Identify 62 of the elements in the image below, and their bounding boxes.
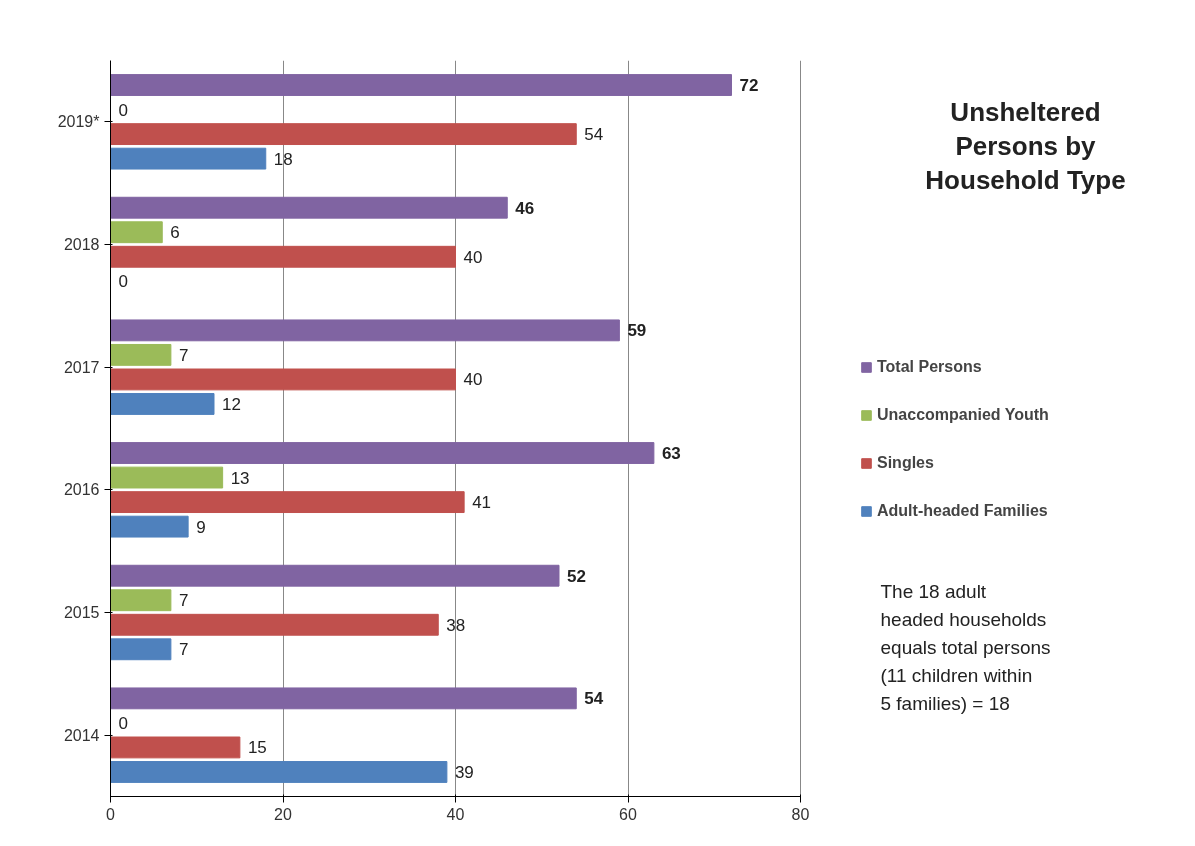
data-label: 0: [118, 713, 128, 733]
y-tick-label: 2017: [63, 358, 100, 376]
data-label: 40: [463, 370, 483, 390]
data-label: 54: [584, 689, 604, 709]
data-label: 46: [515, 198, 535, 218]
bar: [110, 515, 189, 538]
bar: [110, 491, 465, 514]
bar: [110, 245, 456, 268]
bar: [110, 343, 172, 366]
bar: [110, 74, 732, 96]
data-label: 15: [247, 738, 267, 758]
bar: [110, 613, 439, 636]
bar: [110, 466, 224, 489]
data-label: 41: [472, 493, 492, 513]
data-label: 40: [463, 247, 483, 267]
data-label: 18: [273, 149, 293, 169]
bar: [110, 196, 508, 219]
legend-label: Adult-headed Families: [877, 502, 1048, 520]
bar: [110, 589, 172, 612]
bar: [110, 147, 267, 170]
bar: [110, 442, 655, 464]
data-label: 9: [196, 517, 206, 537]
text: The 18 adult headed households equals total persons (11 children within 5 families) = 18: [880, 580, 1051, 714]
bar: [110, 761, 448, 783]
bar: [110, 393, 215, 415]
data-label: 0: [118, 100, 128, 120]
y-tick-label: 2019*: [57, 113, 100, 131]
data-label: 59: [627, 321, 647, 341]
legend-label: Unaccompanied Youth: [877, 406, 1049, 424]
data-label: 0: [118, 272, 128, 292]
bar: [110, 221, 163, 244]
bar: [110, 638, 172, 661]
data-label: 38: [446, 615, 466, 635]
y-tick-label: 2014: [63, 726, 100, 744]
data-label: 54: [584, 125, 604, 145]
x-tick-label: 40: [446, 805, 465, 823]
bar: [110, 123, 577, 146]
data-label: 6: [170, 223, 180, 243]
data-label: 72: [739, 76, 759, 96]
x-tick-label: 80: [791, 805, 810, 823]
data-label: 63: [661, 444, 681, 464]
text: Unsheltered Persons by Household Type: [925, 96, 1126, 195]
bar: [110, 736, 241, 759]
x-tick-label: 20: [274, 805, 292, 823]
x-tick-label: 0: [106, 805, 116, 823]
data-label: 39: [454, 762, 474, 782]
data-label: 13: [230, 468, 250, 488]
bar: [110, 319, 620, 342]
y-tick-label: 2015: [63, 604, 100, 621]
bar: [110, 687, 577, 710]
x-tick-label: 60: [619, 805, 637, 823]
legend-label: Singles: [877, 454, 934, 472]
data-label: 52: [567, 566, 586, 586]
y-tick-label: 2018: [63, 236, 100, 253]
bar: [110, 368, 456, 391]
data-label: 7: [178, 640, 189, 660]
data-label: 7: [178, 345, 189, 365]
bar: [110, 564, 560, 587]
data-label: 7: [178, 591, 189, 611]
data-label: 12: [222, 394, 241, 414]
y-tick-label: 2016: [63, 481, 100, 499]
legend-label: Total Persons: [877, 358, 982, 376]
